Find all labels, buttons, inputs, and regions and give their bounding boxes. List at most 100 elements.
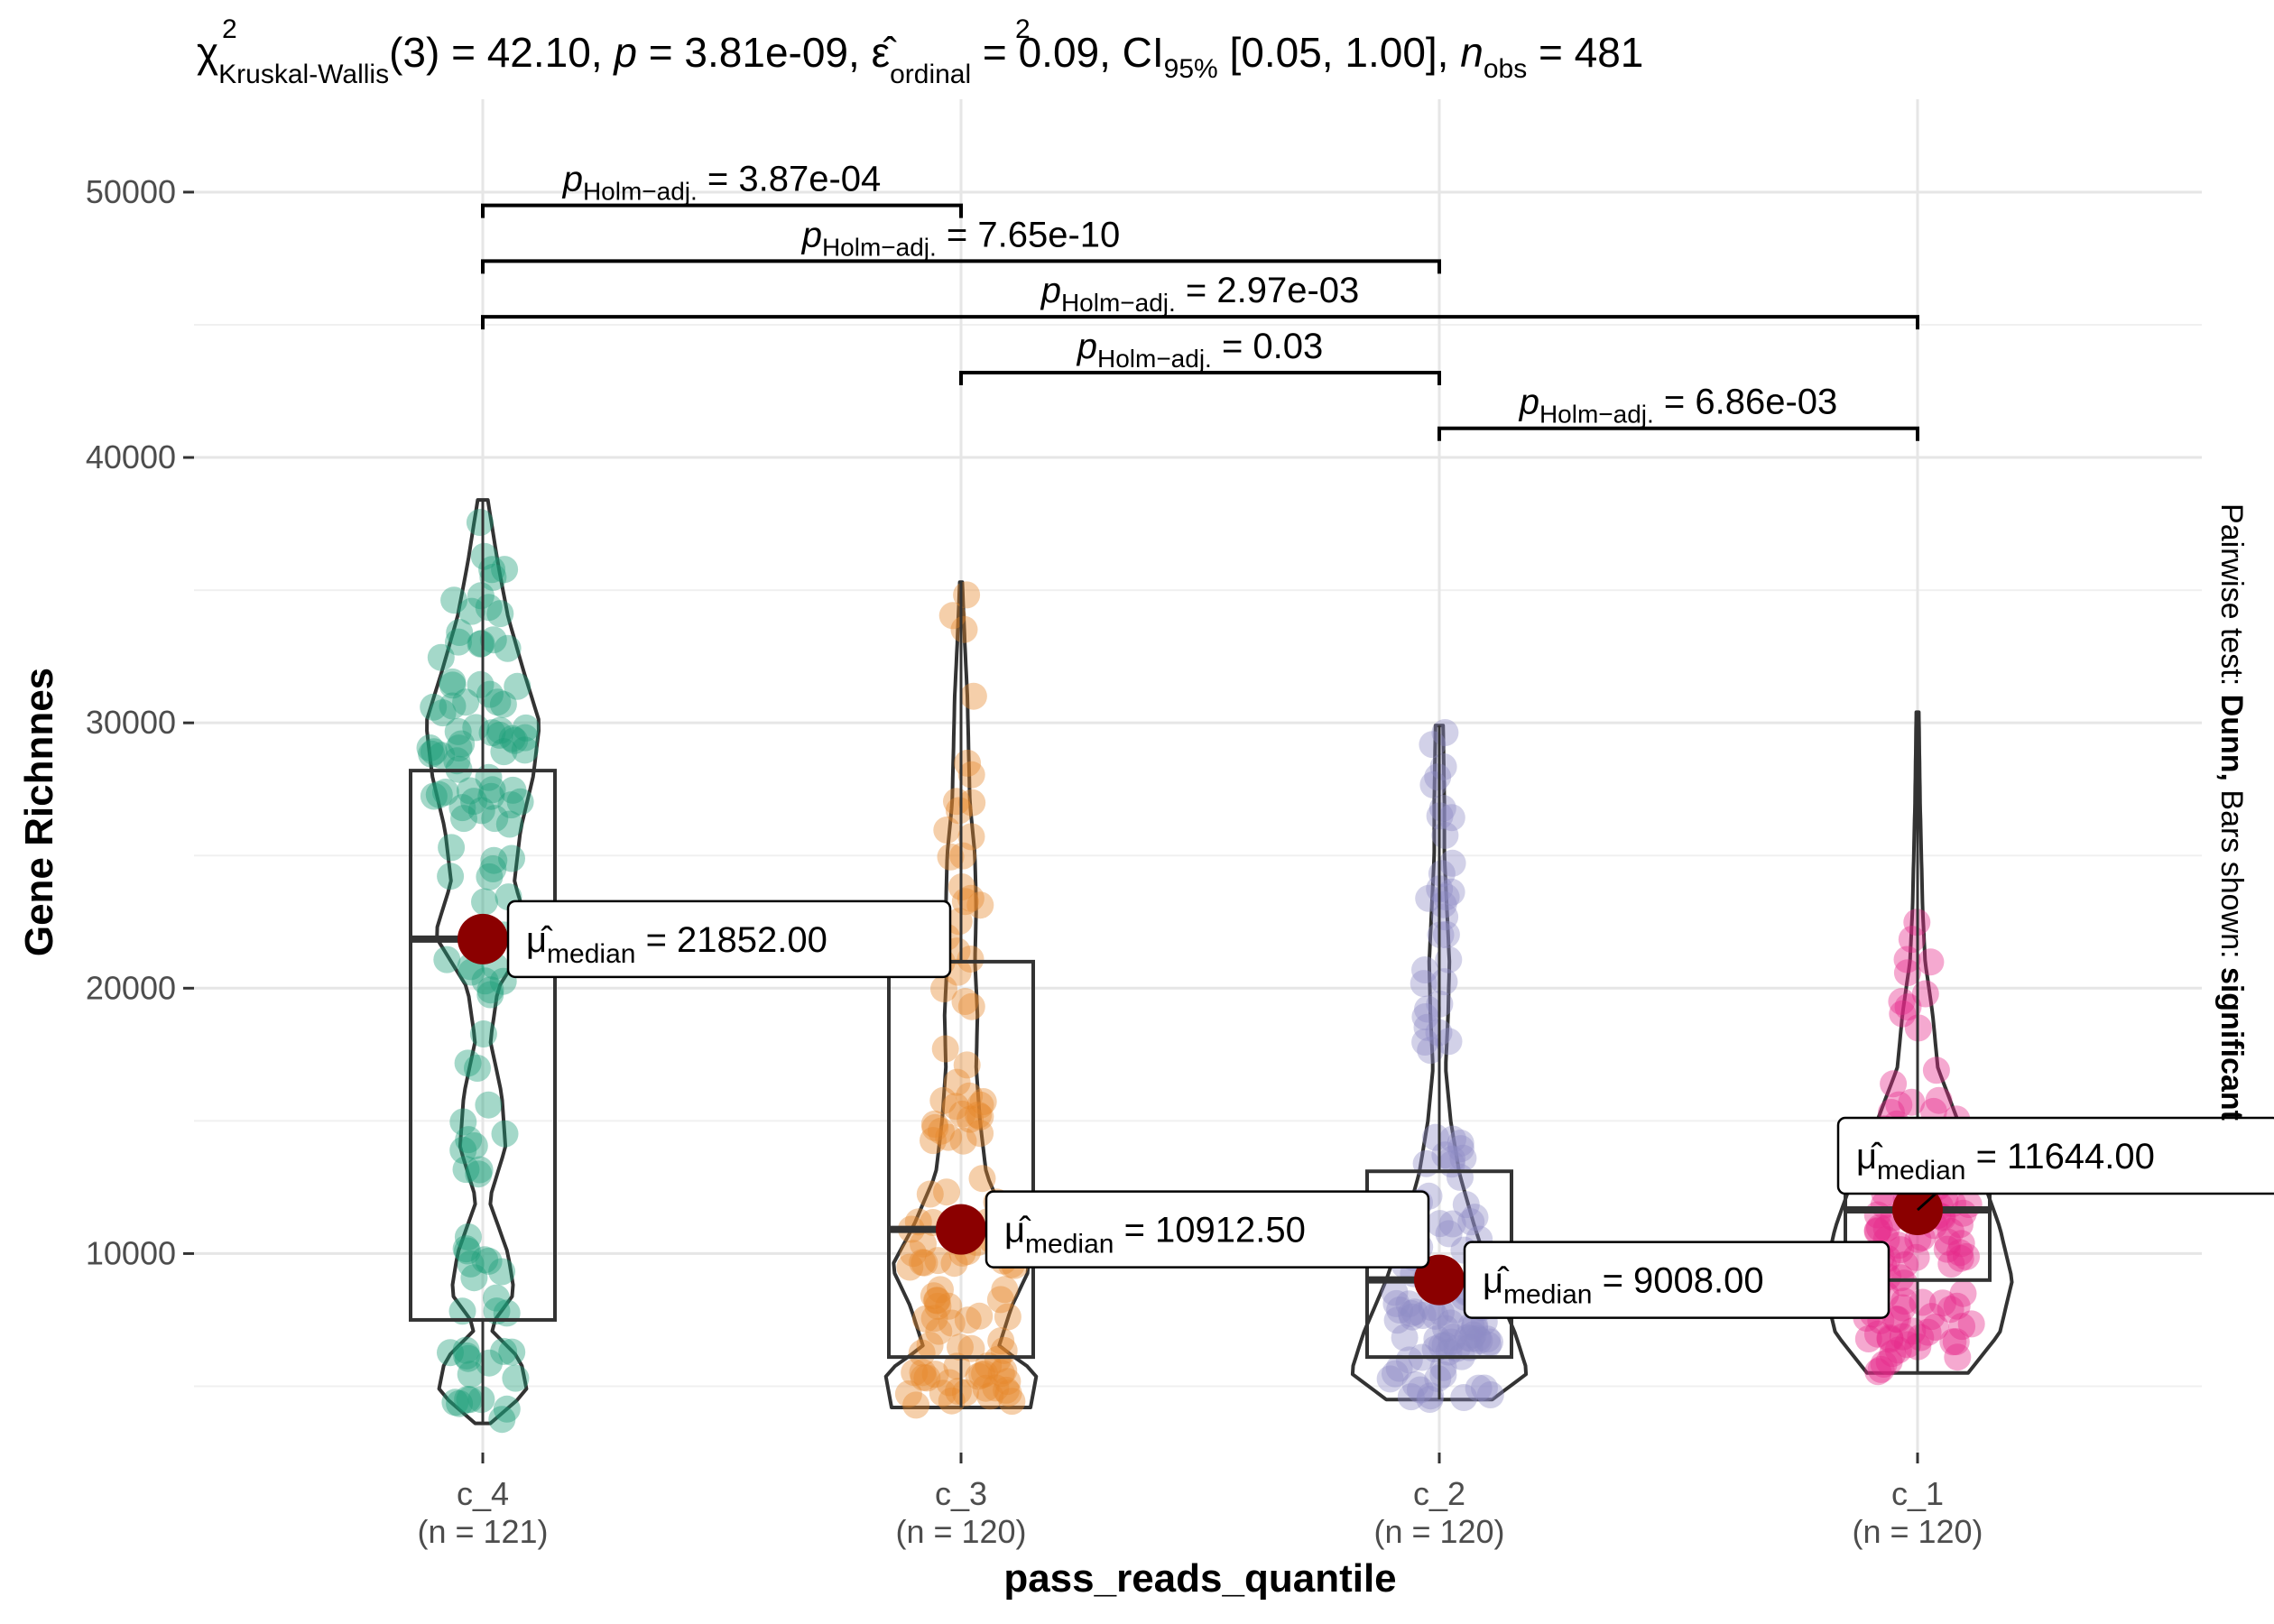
data-point [1435,946,1463,973]
data-point [1435,1220,1463,1248]
data-point [1411,1029,1439,1056]
data-point [908,1339,936,1367]
data-point [943,788,970,816]
data-point [1890,1269,1918,1297]
data-point [452,1235,480,1263]
data-point [1461,1204,1489,1232]
data-point [1437,804,1465,832]
data-point [1907,1324,1935,1352]
data-point [1395,1290,1423,1318]
data-point [1934,1228,1962,1256]
data-point [1457,1324,1485,1352]
pairwise-bracket: pHolm−adj. = 6.86e-03 [1437,383,1919,441]
data-point [476,976,504,1004]
data-point [1887,1236,1915,1264]
data-point [471,888,498,916]
data-point [1918,1303,1946,1331]
data-point [1428,1298,1455,1326]
bracket-line [481,315,1919,330]
data-point [1872,1214,1900,1242]
data-point [945,1378,972,1406]
data-point [987,1360,1015,1388]
data-point [499,776,527,804]
data-point [945,797,973,825]
data-point [456,777,484,805]
data-point [920,1305,948,1333]
data-point [467,670,495,698]
pairwise-bracket: pHolm−adj. = 3.87e-04 [481,160,963,218]
median-label-text: μ̂median = 10912.50 [1004,1211,1306,1260]
data-point [1413,1013,1441,1041]
data-point [991,1276,1019,1304]
data-point [982,1374,1010,1402]
x-tick-count-label: (n = 120) [895,1513,1026,1550]
data-point [448,730,476,758]
data-point [452,688,480,716]
data-point [1863,1216,1891,1244]
data-point [511,724,539,752]
data-point [1417,1037,1445,1065]
data-point [1865,1213,1893,1241]
bracket-line [1437,426,1919,441]
data-point [511,736,539,764]
data-point [1400,1298,1428,1326]
data-point [1417,1382,1445,1410]
data-point [1438,1210,1466,1238]
data-point [1474,1331,1502,1359]
data-point [986,1286,1014,1314]
data-point [943,1068,971,1096]
data-point [951,888,979,916]
data-point [504,672,532,700]
data-point [1474,1325,1502,1353]
data-point [987,1327,1015,1355]
data-point [448,794,476,822]
data-point [483,1297,511,1325]
data-point [1953,1242,1980,1270]
data-point [1937,1296,1964,1324]
data-point [938,602,966,630]
data-point [1949,1279,1977,1307]
data-point [957,946,984,973]
data-point [1457,1208,1485,1236]
data-point [969,1088,997,1115]
bracket-line [959,370,1441,385]
data-point [1939,1328,1967,1356]
data-point [479,626,507,654]
median-label-box [1463,1241,1890,1319]
data-point [942,1093,969,1121]
data-point [957,1105,984,1133]
data-point [1925,1086,1953,1114]
data-point [449,1108,477,1136]
data-point [935,1123,963,1151]
bracket-pvalue: pHolm−adj. = 2.97e-03 [1040,271,1360,317]
data-point [1889,1323,1917,1351]
data-point [913,1364,941,1392]
data-point [512,714,540,742]
median-marker [1414,1254,1465,1306]
data-point [931,1035,959,1063]
data-point [428,742,456,770]
data-point [1429,752,1457,780]
median-label-leader [1916,1192,1937,1212]
data-point [1429,1361,1457,1389]
data-point [490,738,518,766]
data-point [1411,956,1438,983]
data-point [930,975,957,1002]
data-point [1893,1331,1921,1359]
data-point [1386,1296,1414,1324]
data-point [1437,878,1465,906]
data-point [949,842,977,870]
data-point [1415,884,1443,912]
data-point [489,690,517,718]
p-value: = 7.65e-10 [937,215,1121,254]
data-point [954,1306,982,1334]
data-point [490,1337,518,1365]
data-point [943,1352,971,1380]
data-point [446,619,474,646]
data-point [965,1101,993,1129]
data-point [993,1376,1021,1404]
data-point [488,1406,516,1434]
data-point [901,1359,929,1387]
data-point [471,1246,499,1274]
data-point [1457,1312,1485,1340]
